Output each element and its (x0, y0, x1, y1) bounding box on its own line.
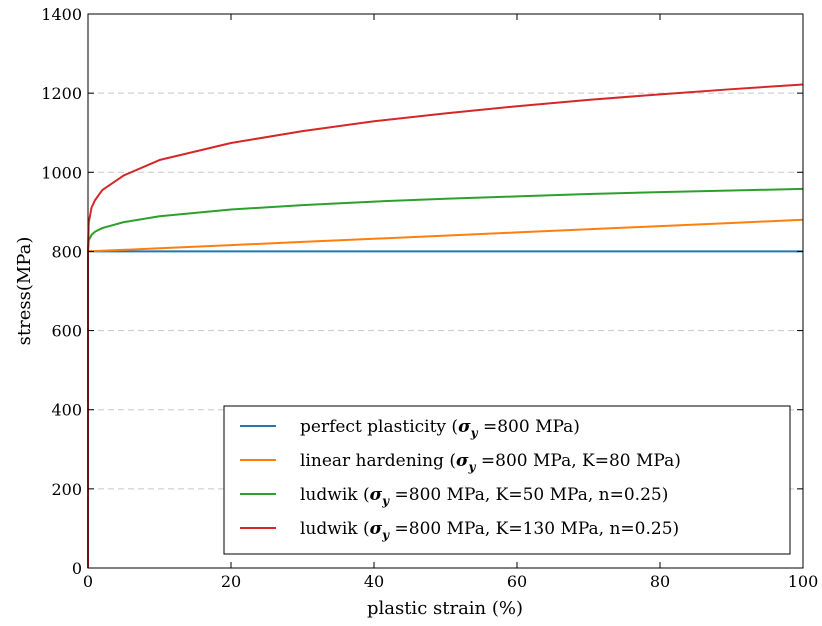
legend-label-prefix: perfect plasticity ( (300, 417, 458, 437)
x-tick-label: 40 (364, 572, 384, 591)
legend-label-prefix: ludwik ( (300, 519, 370, 539)
legend-label-3: ludwik (σy =800 MPa, K=50 MPa, n=0.25) (300, 485, 668, 508)
series-line-2 (87, 218, 804, 568)
y-tick-label: 200 (51, 480, 82, 499)
legend-label-2: linear hardening (σy =800 MPa, K=80 MPa) (300, 451, 681, 474)
y-tick-label: 1000 (41, 163, 82, 182)
legend-sigma-symbol: σ (458, 417, 471, 437)
series-line-4 (87, 83, 804, 568)
legend-sigma-symbol: σ (456, 451, 469, 471)
x-tick-label: 20 (221, 572, 241, 591)
x-tick-label: 80 (650, 572, 670, 591)
legend-label-suffix: =800 MPa, K=80 MPa) (476, 451, 681, 471)
legend-label-prefix: ludwik ( (300, 485, 370, 505)
legend-box (223, 405, 791, 555)
y-tick-label: 1200 (41, 84, 82, 103)
legend-label-suffix: =800 MPa) (478, 417, 580, 437)
legend-label-1: perfect plasticity (σy =800 MPa) (300, 417, 580, 440)
x-tick-label: 60 (507, 572, 527, 591)
axis-ticks: 0 200 400 600 800 1000 1200 1400 0 20 40 60 80 100 (41, 5, 818, 591)
legend-label-suffix: =800 MPa, K=130 MPa, n=0.25) (389, 519, 679, 539)
series-line-1 (87, 250, 803, 568)
x-tick-label: 0 (83, 572, 93, 591)
legend: perfect plasticity (σy =800 MPa)linear h… (223, 405, 791, 555)
y-axis-title: stress(MPa) (14, 237, 35, 346)
series-lines (87, 83, 804, 568)
x-axis-title: plastic strain (%) (367, 598, 523, 619)
legend-sigma-symbol: σ (370, 519, 383, 539)
y-tick-label: 600 (51, 322, 82, 341)
legend-label-prefix: linear hardening ( (300, 451, 456, 471)
legend-sigma-subscript: y (381, 494, 390, 508)
x-tick-label: 100 (788, 572, 819, 591)
legend-sigma-subscript: y (470, 426, 479, 440)
legend-label-4: ludwik (σy =800 MPa, K=130 MPa, n=0.25) (300, 519, 679, 542)
legend-label-suffix: =800 MPa, K=50 MPa, n=0.25) (389, 485, 668, 505)
y-tick-label: 400 (51, 401, 82, 420)
series-line-3 (87, 187, 804, 568)
legend-sigma-symbol: σ (370, 485, 383, 505)
y-tick-label: 800 (51, 242, 82, 261)
legend-sigma-subscript: y (381, 528, 390, 542)
y-tick-label: 1400 (41, 5, 82, 24)
plot-frame (87, 13, 804, 569)
legend-sigma-subscript: y (468, 460, 477, 474)
y-tick-label: 0 (72, 559, 82, 578)
